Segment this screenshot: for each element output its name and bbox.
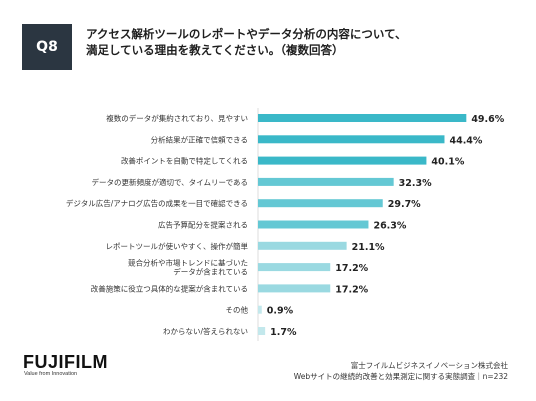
bar-8 [258,284,331,293]
question-badge: Q8 [22,24,72,70]
value-label-4: 29.7% [388,199,421,210]
bar-3 [258,177,394,186]
title-line-2: 満足している理由を教えてください。（複数回答） [86,43,344,57]
bar-9 [258,305,262,314]
value-label-0: 49.6% [471,114,504,125]
bar-2 [258,156,427,165]
bar-chart: 49.6% 複数のデータが集約されており、見やすい 44.4% 分析結果が正確で信頼で… [66,108,505,341]
category-label-1: 分析結果が正確で信頼できる [151,134,248,144]
bar-10 [258,327,266,335]
category-label-0: 複数のデータが集約されており、見やすい [106,113,248,123]
footer-survey: Webサイトの継続的改善と効果測定に関する実態調査｜n=232 [293,372,508,381]
chart-title: アクセス解析ツールのレポートやデータ分析の内容について、 満足している理由を教え… [86,26,506,58]
value-label-2: 40.1% [431,157,464,168]
title-line-1: アクセス解析ツールのレポートやデータ分析の内容について、 [86,27,407,41]
category-label-9: その他 [226,305,249,315]
category-label-3: データの更新頻度が適切で、タイムリーである [91,177,248,187]
bar-5 [258,220,369,229]
bar-6 [258,241,347,250]
value-label-7: 17.2% [335,263,368,274]
bar-7 [258,263,331,272]
category-label-10: わからない/答えられない [163,326,248,336]
value-label-10: 1.7% [270,327,297,338]
value-label-3: 32.3% [399,178,432,189]
footer-source: 富士フイルムビジネスイノベーション株式会社 Webサイトの継続的改善と効果測定に… [294,360,508,382]
value-label-5: 26.3% [373,221,406,232]
category-label-4: デジタル広告/アナログ広告の成果を一目で確認できる [66,198,248,208]
category-label-5: 広告予算配分を提案される [158,220,248,230]
value-label-6: 21.1% [352,242,385,253]
category-label-7: 競合分析や市場トレンドに基づいたデータが含まれている [128,258,248,277]
category-label-6: レポートツールが使いやすく、操作が簡単 [106,241,249,251]
value-label-9: 0.9% [267,306,294,317]
category-label-2: 改善ポイントを自動で特定してくれる [121,156,248,166]
footer-company: 富士フイルムビジネスイノベーション株式会社 [350,361,508,370]
logo-tagline: Value from Innovation [24,371,78,377]
value-label-8: 17.2% [335,284,368,295]
bar-4 [258,199,383,208]
bar-1 [258,135,445,144]
value-label-1: 44.4% [449,135,482,146]
fujifilm-logo: FUJIFILM [23,352,108,372]
category-label-8: 改善施策に役立つ具体的な提案が含まれている [91,283,248,293]
bar-0 [258,114,467,122]
